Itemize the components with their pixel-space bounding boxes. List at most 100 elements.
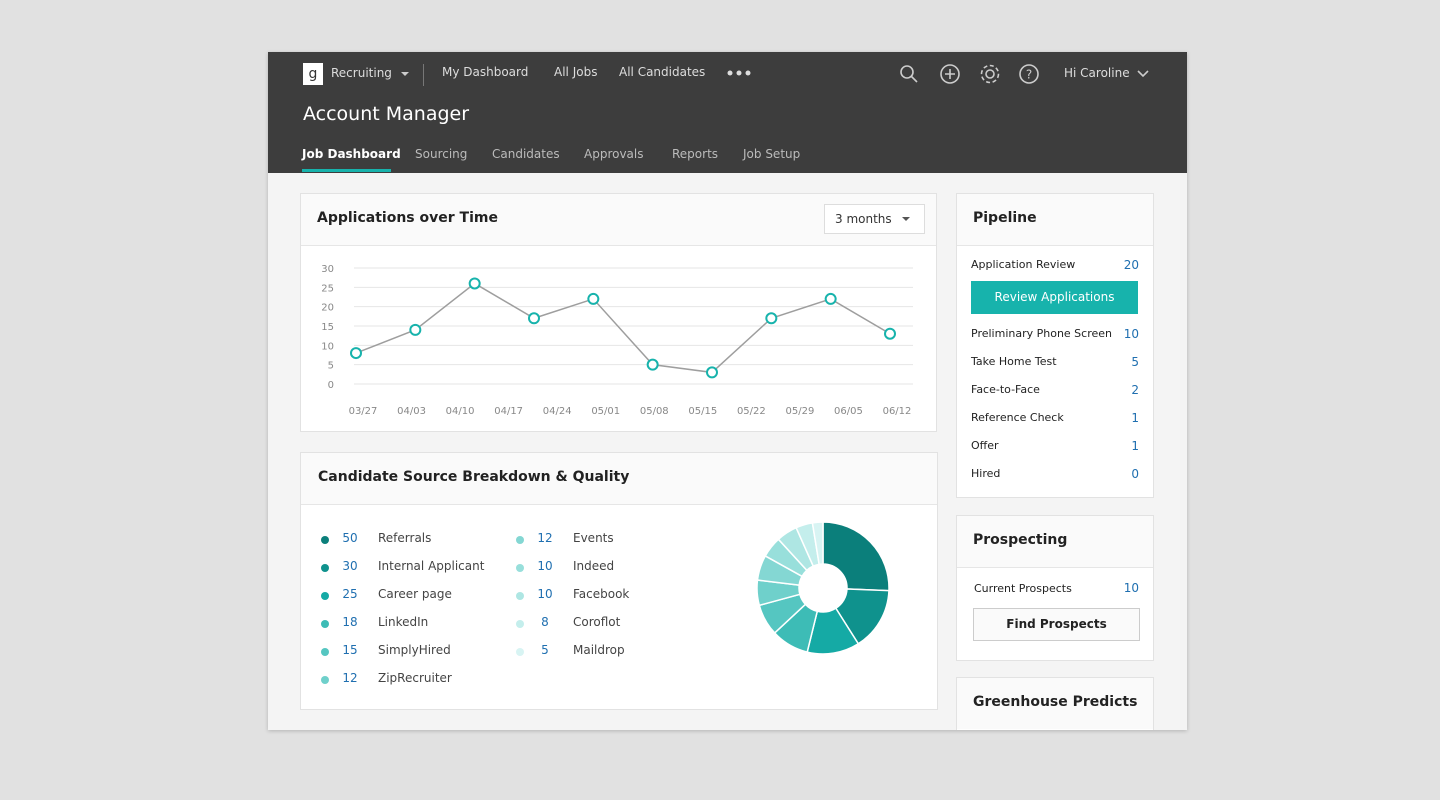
legend-label: Maildrop [573, 643, 625, 657]
x-tick-label: 05/01 [591, 406, 620, 417]
legend-value: 25 [342, 587, 358, 601]
legend-value: 12 [537, 531, 553, 545]
legend-value: 8 [541, 615, 549, 629]
stage-label: Hired [971, 467, 1001, 480]
legend-dot [516, 592, 524, 600]
x-tick-label: 05/22 [737, 406, 766, 417]
stage-count: 0 [1131, 467, 1139, 481]
legend-label: Coroflot [573, 615, 621, 629]
y-tick-label: 0 [328, 380, 334, 391]
legend-value: 18 [342, 615, 358, 629]
toolbar-icons[interactable]: ? [898, 62, 1158, 86]
stage-count: 1 [1131, 439, 1139, 453]
prospects-label: Current Prospects [974, 582, 1072, 595]
y-tick-label: 25 [321, 283, 334, 294]
tab[interactable]: Job Dashboard [302, 147, 401, 161]
stage-count: 5 [1131, 355, 1139, 369]
prospects-count: 10 [1123, 581, 1139, 595]
header [268, 52, 1187, 173]
legend-value: 15 [342, 643, 358, 657]
legend-label: Facebook [573, 587, 630, 601]
applications-panel: Applications over Time 3 months 0 5 10 15 20… [300, 193, 937, 432]
y-tick-label: 15 [321, 322, 334, 333]
legend-label: Indeed [573, 559, 615, 573]
stage-count: 10 [1123, 327, 1139, 341]
panel-title: Applications over Time [317, 210, 498, 226]
point [765, 312, 778, 325]
legend-dot [516, 536, 524, 544]
stage-label: Take Home Test [971, 355, 1057, 368]
y-tick-label: 30 [321, 264, 334, 275]
tab[interactable]: Sourcing [415, 147, 468, 161]
point [884, 327, 896, 340]
legend-dot [321, 648, 329, 656]
legend-label: Referrals [378, 531, 432, 545]
stage-label: Application Review [971, 258, 1076, 271]
x-tick-label: 05/08 [640, 406, 669, 417]
legend-value: 5 [541, 643, 549, 657]
legend-value: 50 [342, 531, 358, 545]
prospecting-panel: Prospecting Current Prospects 10 Find Pr… [956, 515, 1154, 661]
legend-dot [321, 620, 329, 628]
stage-label: Preliminary Phone Screen [971, 327, 1113, 340]
more-icon[interactable] [726, 68, 752, 78]
legend-dot [516, 620, 524, 628]
line-chart: 0 5 10 15 20 25 30 03/27 04/03 04/10 04/17 04/24 05/… [321, 264, 913, 417]
x-tick-label: 04/17 [494, 406, 523, 417]
legend-label: Career page [378, 587, 452, 601]
stage-count: 20 [1123, 258, 1139, 272]
point [468, 277, 481, 290]
nav-link[interactable]: All Jobs [554, 65, 598, 79]
caret [401, 72, 409, 76]
y-tick-label: 5 [328, 361, 334, 372]
donut-chart [756, 521, 890, 655]
point [350, 347, 362, 360]
sources-panel: Candidate Source Breakdown & Quality 50 R… [300, 452, 938, 710]
review-button[interactable]: Review Applications [971, 281, 1138, 314]
panel-header [957, 516, 1153, 568]
legend-dot [321, 592, 329, 600]
divider [423, 64, 424, 86]
tab[interactable]: Candidates [492, 147, 560, 161]
nav-link[interactable]: All Candidates [619, 65, 706, 79]
point [528, 312, 540, 325]
legend-dot [516, 564, 524, 572]
legend-value: 30 [342, 559, 358, 573]
svg-text:?: ? [1026, 68, 1032, 82]
legend-dot [321, 536, 329, 544]
stage-count: 2 [1131, 383, 1139, 397]
logo[interactable]: g [303, 63, 323, 85]
x-tick-label: 06/05 [834, 406, 863, 417]
stage-label: Reference Check [971, 411, 1064, 424]
product[interactable]: Recruiting [331, 66, 392, 80]
point [706, 366, 718, 379]
legend-label: SimplyHired [378, 643, 451, 657]
find-button[interactable]: Find Prospects [973, 608, 1140, 641]
stage-label: Offer [971, 439, 999, 452]
tab[interactable]: Job Setup [743, 147, 801, 161]
legend-value: 10 [537, 587, 553, 601]
panel-header [957, 678, 1153, 729]
legend-dot [516, 648, 524, 656]
range-select[interactable]: 3 months [824, 204, 925, 234]
user-menu[interactable]: Hi Caroline [1064, 66, 1130, 80]
tab[interactable]: Approvals [584, 147, 644, 161]
y-tick-label: 20 [321, 303, 334, 314]
x-tick-label: 04/03 [397, 406, 426, 417]
tab-indicator [302, 169, 391, 172]
x-tick-label: 03/27 [349, 406, 378, 417]
slice [822, 521, 890, 592]
legend-label: Internal Applicant [378, 559, 485, 573]
page-title: Account Manager [303, 103, 470, 125]
nav-link[interactable]: My Dashboard [442, 65, 529, 79]
panel-title: Greenhouse Predicts [973, 694, 1138, 710]
panel-header [957, 194, 1153, 246]
x-tick-label: 05/15 [688, 406, 717, 417]
caret [902, 217, 910, 221]
point [587, 292, 600, 305]
tab[interactable]: Reports [672, 147, 719, 161]
x-tick-label: 06/12 [883, 406, 912, 417]
legend-dot [321, 676, 329, 684]
legend-label: Events [573, 531, 614, 545]
legend-value: 12 [342, 671, 358, 685]
